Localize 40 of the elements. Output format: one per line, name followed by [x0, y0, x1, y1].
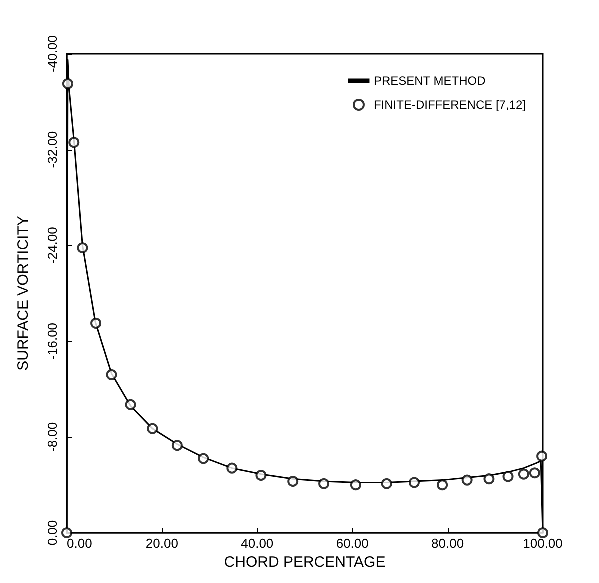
x-tick-label: 100.00: [523, 536, 563, 551]
point: [256, 470, 267, 482]
point: [502, 471, 514, 482]
point: [226, 462, 238, 474]
point: [538, 528, 548, 538]
point: [536, 450, 548, 462]
point: [288, 476, 299, 488]
y-tick-label: -8.00: [45, 422, 60, 452]
y-tick-label: -40.00: [45, 36, 60, 72]
point: [62, 78, 74, 90]
point: [484, 474, 495, 485]
x-tick-label: 80.00: [432, 536, 464, 551]
point: [437, 480, 448, 491]
x-axis-title: CHORD PERCENTAGE: [224, 554, 386, 571]
point: [125, 399, 136, 410]
point: [62, 528, 72, 538]
point: [106, 369, 118, 380]
point: [518, 468, 530, 480]
point: [198, 453, 210, 464]
point: [529, 468, 540, 479]
x-tick-label: 0.00: [67, 536, 92, 551]
y-tick-label: -32.00: [45, 131, 60, 168]
x-tick-label: 20.00: [146, 536, 178, 551]
y-axis-title: SURFACE VORTICITY: [15, 216, 32, 371]
legend-label: PRESENT METHOD: [374, 74, 486, 88]
y-tick-label: -16.00: [45, 322, 60, 360]
point: [462, 474, 473, 486]
point: [172, 440, 183, 452]
point: [68, 137, 80, 148]
x-tick-label: 60.00: [336, 536, 369, 551]
point: [90, 318, 102, 329]
point: [318, 478, 330, 490]
point: [381, 478, 392, 490]
point: [147, 423, 158, 434]
y-tick-label: -24.00: [45, 227, 60, 264]
point: [408, 477, 420, 488]
point: [77, 242, 88, 254]
x-tick-label: 40.00: [241, 536, 274, 551]
point: [350, 480, 362, 491]
legend-label: FINITE-DIFFERENCE [7,12]: [374, 98, 526, 112]
